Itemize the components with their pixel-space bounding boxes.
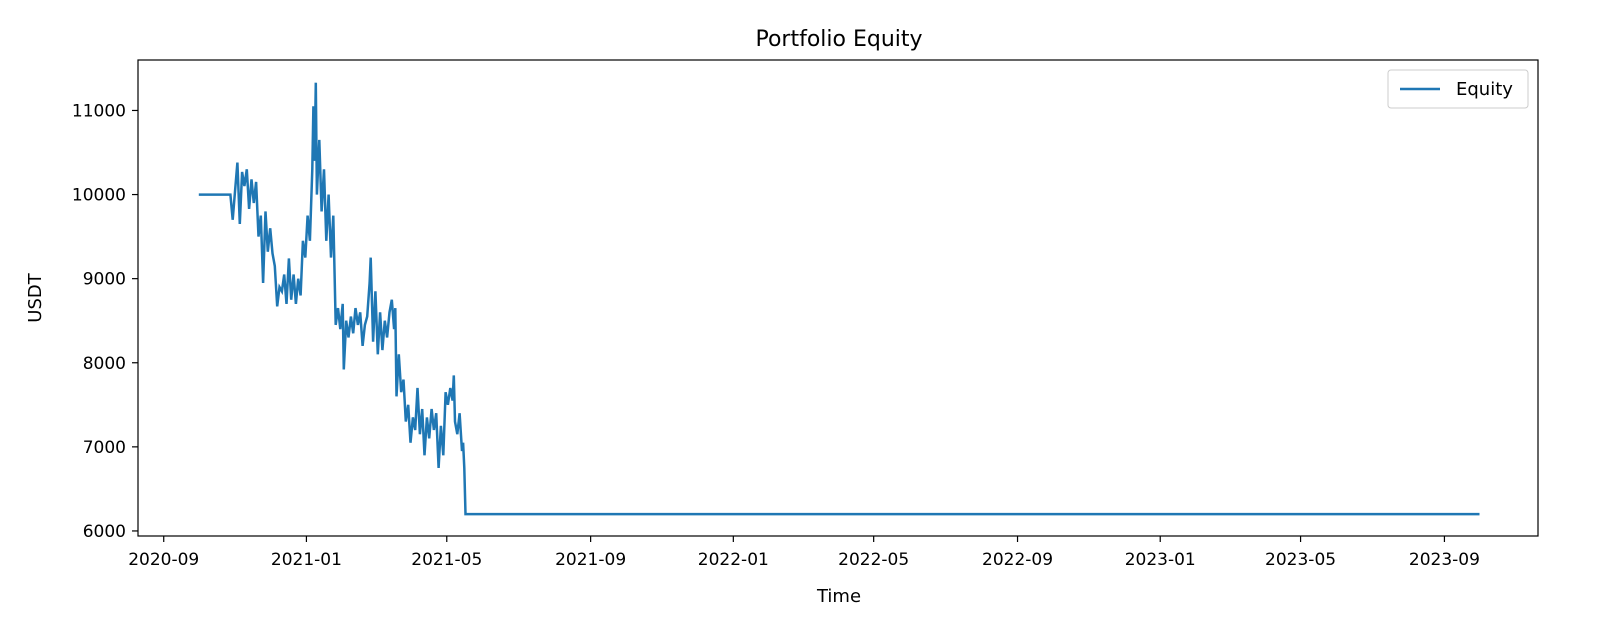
x-axis-label: Time (816, 586, 861, 607)
y-axis-ticks: 6000 7000 8000 9000 10000 11000 (72, 101, 138, 542)
x-tick-label: 2021-09 (555, 550, 626, 570)
x-tick-label: 2022-01 (698, 550, 769, 570)
x-tick-label: 2023-01 (1125, 550, 1196, 570)
x-tick-label: 2023-09 (1409, 550, 1480, 570)
x-tick-label: 2023-05 (1265, 550, 1336, 570)
plot-area (137, 59, 1539, 537)
chart-title: Portfolio Equity (755, 27, 922, 52)
y-tick-label: 8000 (83, 354, 126, 374)
y-tick-label: 11000 (72, 101, 126, 121)
series-line-equity (198, 82, 1480, 516)
y-tick-label: 10000 (72, 186, 126, 206)
x-axis-ticks: 2020-09 2021-01 2021-05 2021-09 2022-01 2022-… (128, 536, 1480, 570)
series-layer (198, 82, 1480, 516)
y-tick-label: 9000 (83, 270, 126, 290)
plot-background (138, 60, 1538, 536)
x-tick-label: 2021-05 (411, 550, 482, 570)
x-tick-label: 2021-01 (271, 550, 342, 570)
y-axis-label: USDT (25, 272, 46, 322)
legend-box (1387, 69, 1529, 109)
y-tick-label: 6000 (83, 522, 126, 542)
legend: Equity (1387, 69, 1529, 109)
plot-frame (137, 59, 1539, 537)
legend-label-equity: Equity (1456, 79, 1513, 100)
x-tick-label: 2022-09 (982, 550, 1053, 570)
x-tick-label: 2022-05 (838, 550, 909, 570)
x-tick-label: 2020-09 (128, 550, 199, 570)
y-tick-label: 7000 (83, 438, 126, 458)
